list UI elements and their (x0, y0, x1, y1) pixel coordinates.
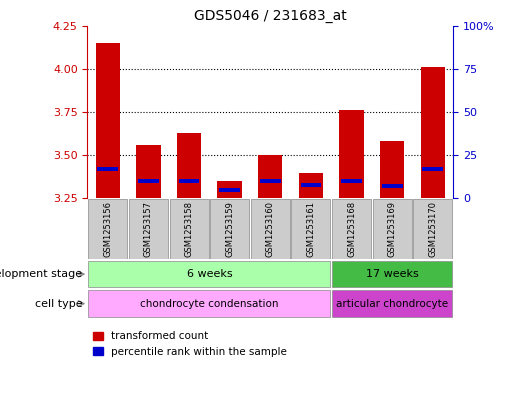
FancyBboxPatch shape (332, 199, 371, 259)
Bar (177, 133, 201, 198)
Text: chondrocyte condensation: chondrocyte condensation (140, 299, 279, 309)
Bar (380, 141, 404, 198)
Text: GSM1253170: GSM1253170 (428, 201, 437, 257)
Text: 6 weeks: 6 weeks (187, 269, 232, 279)
Text: articular chondrocyte: articular chondrocyte (336, 299, 448, 309)
FancyBboxPatch shape (373, 199, 412, 259)
Bar (299, 173, 323, 198)
FancyBboxPatch shape (332, 290, 452, 317)
Bar (341, 179, 362, 183)
Text: GSM1253157: GSM1253157 (144, 201, 153, 257)
FancyBboxPatch shape (89, 290, 330, 317)
Text: GSM1253168: GSM1253168 (347, 201, 356, 257)
Bar (301, 183, 321, 187)
Bar (260, 179, 281, 183)
Legend: transformed count, percentile rank within the sample: transformed count, percentile rank withi… (93, 331, 287, 356)
Text: GSM1253169: GSM1253169 (388, 201, 396, 257)
Bar (138, 179, 159, 183)
Bar (217, 181, 242, 198)
Bar (136, 145, 161, 198)
FancyBboxPatch shape (251, 199, 290, 259)
Text: development stage: development stage (0, 269, 82, 279)
Text: GSM1253156: GSM1253156 (103, 201, 112, 257)
FancyBboxPatch shape (210, 199, 249, 259)
Bar (421, 67, 445, 198)
FancyBboxPatch shape (170, 199, 208, 259)
Bar (98, 167, 118, 171)
Bar (219, 188, 240, 192)
Text: GSM1253161: GSM1253161 (306, 201, 315, 257)
Text: GSM1253158: GSM1253158 (184, 201, 193, 257)
Text: cell type: cell type (34, 299, 82, 309)
Bar (382, 184, 403, 188)
Text: 17 weeks: 17 weeks (366, 269, 419, 279)
FancyBboxPatch shape (292, 199, 330, 259)
Title: GDS5046 / 231683_at: GDS5046 / 231683_at (194, 9, 347, 23)
Bar (422, 167, 443, 171)
Bar (339, 110, 364, 198)
FancyBboxPatch shape (89, 261, 330, 287)
FancyBboxPatch shape (89, 199, 127, 259)
Bar (179, 179, 199, 183)
FancyBboxPatch shape (129, 199, 168, 259)
Bar (258, 155, 282, 198)
FancyBboxPatch shape (413, 199, 452, 259)
FancyBboxPatch shape (332, 261, 452, 287)
Text: GSM1253160: GSM1253160 (266, 201, 275, 257)
Bar (95, 43, 120, 198)
Text: GSM1253159: GSM1253159 (225, 201, 234, 257)
